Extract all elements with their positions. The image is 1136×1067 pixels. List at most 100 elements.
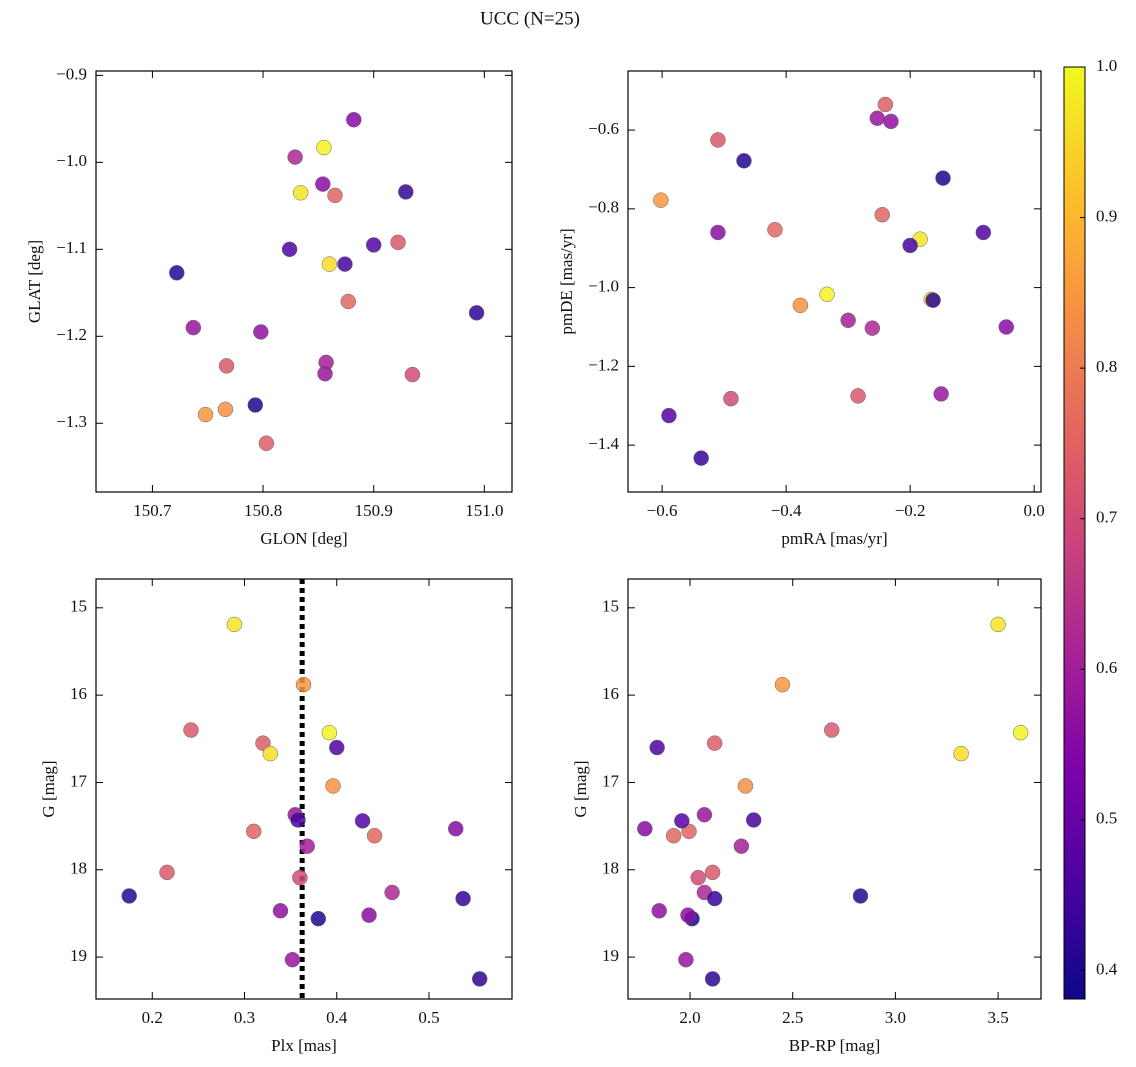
point bbox=[197, 406, 214, 423]
x-axis-label: BP-RP [mag] bbox=[789, 1036, 880, 1055]
x-tick-label: 0.5 bbox=[418, 1008, 439, 1027]
x-tick-label: 0.4 bbox=[326, 1008, 348, 1027]
point bbox=[471, 971, 488, 987]
point bbox=[706, 735, 723, 751]
point bbox=[710, 132, 726, 148]
y-axis-label: G [mag] bbox=[39, 760, 58, 817]
point bbox=[823, 722, 840, 738]
point bbox=[318, 354, 334, 371]
point bbox=[710, 224, 726, 241]
point bbox=[874, 206, 890, 223]
y-tick-label: −1.3 bbox=[56, 412, 87, 431]
y-tick-label: 15 bbox=[602, 597, 619, 616]
point bbox=[902, 237, 918, 254]
y-tick-label: 17 bbox=[602, 771, 620, 790]
colorbar-tick-label: 0.4 bbox=[1096, 959, 1118, 978]
point bbox=[284, 951, 301, 968]
point bbox=[218, 358, 235, 374]
y-tick-label: −1.2 bbox=[56, 325, 87, 344]
x-tick-label: 150.9 bbox=[355, 501, 393, 520]
point bbox=[315, 176, 331, 192]
y-axis-label: pmDE [mas/yr] bbox=[557, 228, 576, 334]
panel: 150.7 150.8 150.9 151.0 −1.3 −1.2 −1.1 −1.0 −0.9… bbox=[25, 64, 513, 548]
point bbox=[737, 778, 754, 794]
point bbox=[953, 745, 969, 762]
point bbox=[159, 864, 175, 881]
x-tick-label: 0.3 bbox=[234, 1008, 255, 1027]
point bbox=[704, 971, 721, 987]
plot-frame bbox=[627, 578, 1042, 1000]
point bbox=[840, 312, 856, 329]
point bbox=[310, 910, 327, 927]
point bbox=[468, 305, 485, 321]
point bbox=[258, 435, 275, 452]
point bbox=[354, 813, 371, 829]
x-tick-label: 0.0 bbox=[1024, 501, 1045, 520]
y-axis-label: G [mag] bbox=[571, 760, 590, 817]
point bbox=[169, 265, 185, 281]
x-tick-label: 2.5 bbox=[782, 1008, 803, 1027]
colorbar-tick-label: 0.9 bbox=[1096, 206, 1117, 225]
point bbox=[287, 149, 303, 165]
point bbox=[366, 827, 383, 844]
plot-frame bbox=[95, 70, 513, 493]
x-axis-label: GLON [deg] bbox=[260, 529, 347, 548]
y-tick-label: 15 bbox=[70, 597, 87, 616]
y-tick-label: 18 bbox=[70, 859, 87, 878]
x-tick-label: 151.0 bbox=[465, 501, 503, 520]
point bbox=[390, 234, 406, 251]
point bbox=[696, 807, 713, 823]
colorbar-tick-label: 1.0 bbox=[1096, 56, 1117, 75]
point bbox=[337, 256, 353, 272]
y-tick-label: 18 bbox=[602, 859, 619, 878]
x-tick-label: 0.2 bbox=[142, 1008, 163, 1027]
point bbox=[864, 320, 881, 336]
point bbox=[690, 869, 706, 886]
y-tick-label: −1.1 bbox=[56, 238, 87, 257]
point bbox=[253, 324, 269, 340]
point bbox=[733, 838, 750, 854]
colorbar-tick-label: 0.6 bbox=[1096, 658, 1117, 677]
x-tick-label: 3.5 bbox=[987, 1008, 1008, 1027]
y-tick-label: 17 bbox=[70, 771, 88, 790]
point bbox=[361, 907, 377, 923]
panel: −0.6 −0.4 −0.2 0.0 −1.4 −1.2 −1.0 −0.8 −0.6 pmRA … bbox=[557, 70, 1045, 548]
x-tick-label: 150.7 bbox=[133, 501, 172, 520]
y-tick-label: 16 bbox=[602, 684, 619, 703]
x-tick-label: 3.0 bbox=[885, 1008, 906, 1027]
figure-title: UCC (N=25) bbox=[480, 8, 580, 29]
point bbox=[665, 827, 682, 844]
point bbox=[455, 890, 471, 907]
point bbox=[674, 813, 690, 829]
point bbox=[292, 185, 309, 201]
colorbar-tick-label: 0.8 bbox=[1096, 357, 1117, 376]
point bbox=[183, 722, 199, 738]
point bbox=[340, 293, 357, 310]
point bbox=[321, 724, 338, 741]
y-tick-label: −1.0 bbox=[588, 277, 619, 296]
point bbox=[398, 184, 414, 200]
point bbox=[990, 616, 1006, 633]
x-tick-label: 2.0 bbox=[679, 1008, 700, 1027]
y-tick-label: −1.0 bbox=[56, 151, 87, 170]
point bbox=[637, 820, 653, 837]
point bbox=[852, 888, 869, 904]
y-tick-label: 16 bbox=[70, 684, 87, 703]
colorbar-tick-label: 0.5 bbox=[1096, 809, 1117, 828]
point bbox=[653, 192, 669, 208]
point bbox=[327, 187, 343, 204]
y-tick-label: −0.9 bbox=[56, 64, 87, 83]
plot-frame bbox=[627, 70, 1042, 493]
point bbox=[299, 838, 315, 854]
colorbar-tick-label: 0.7 bbox=[1096, 508, 1118, 527]
point bbox=[792, 297, 809, 314]
point bbox=[245, 823, 262, 840]
x-tick-label: −0.2 bbox=[895, 501, 926, 520]
x-axis-label: pmRA [mas/yr] bbox=[781, 529, 887, 548]
point bbox=[935, 170, 951, 186]
point bbox=[651, 903, 667, 919]
point bbox=[247, 397, 264, 413]
point bbox=[217, 401, 234, 418]
point bbox=[680, 907, 696, 923]
point bbox=[998, 319, 1015, 335]
